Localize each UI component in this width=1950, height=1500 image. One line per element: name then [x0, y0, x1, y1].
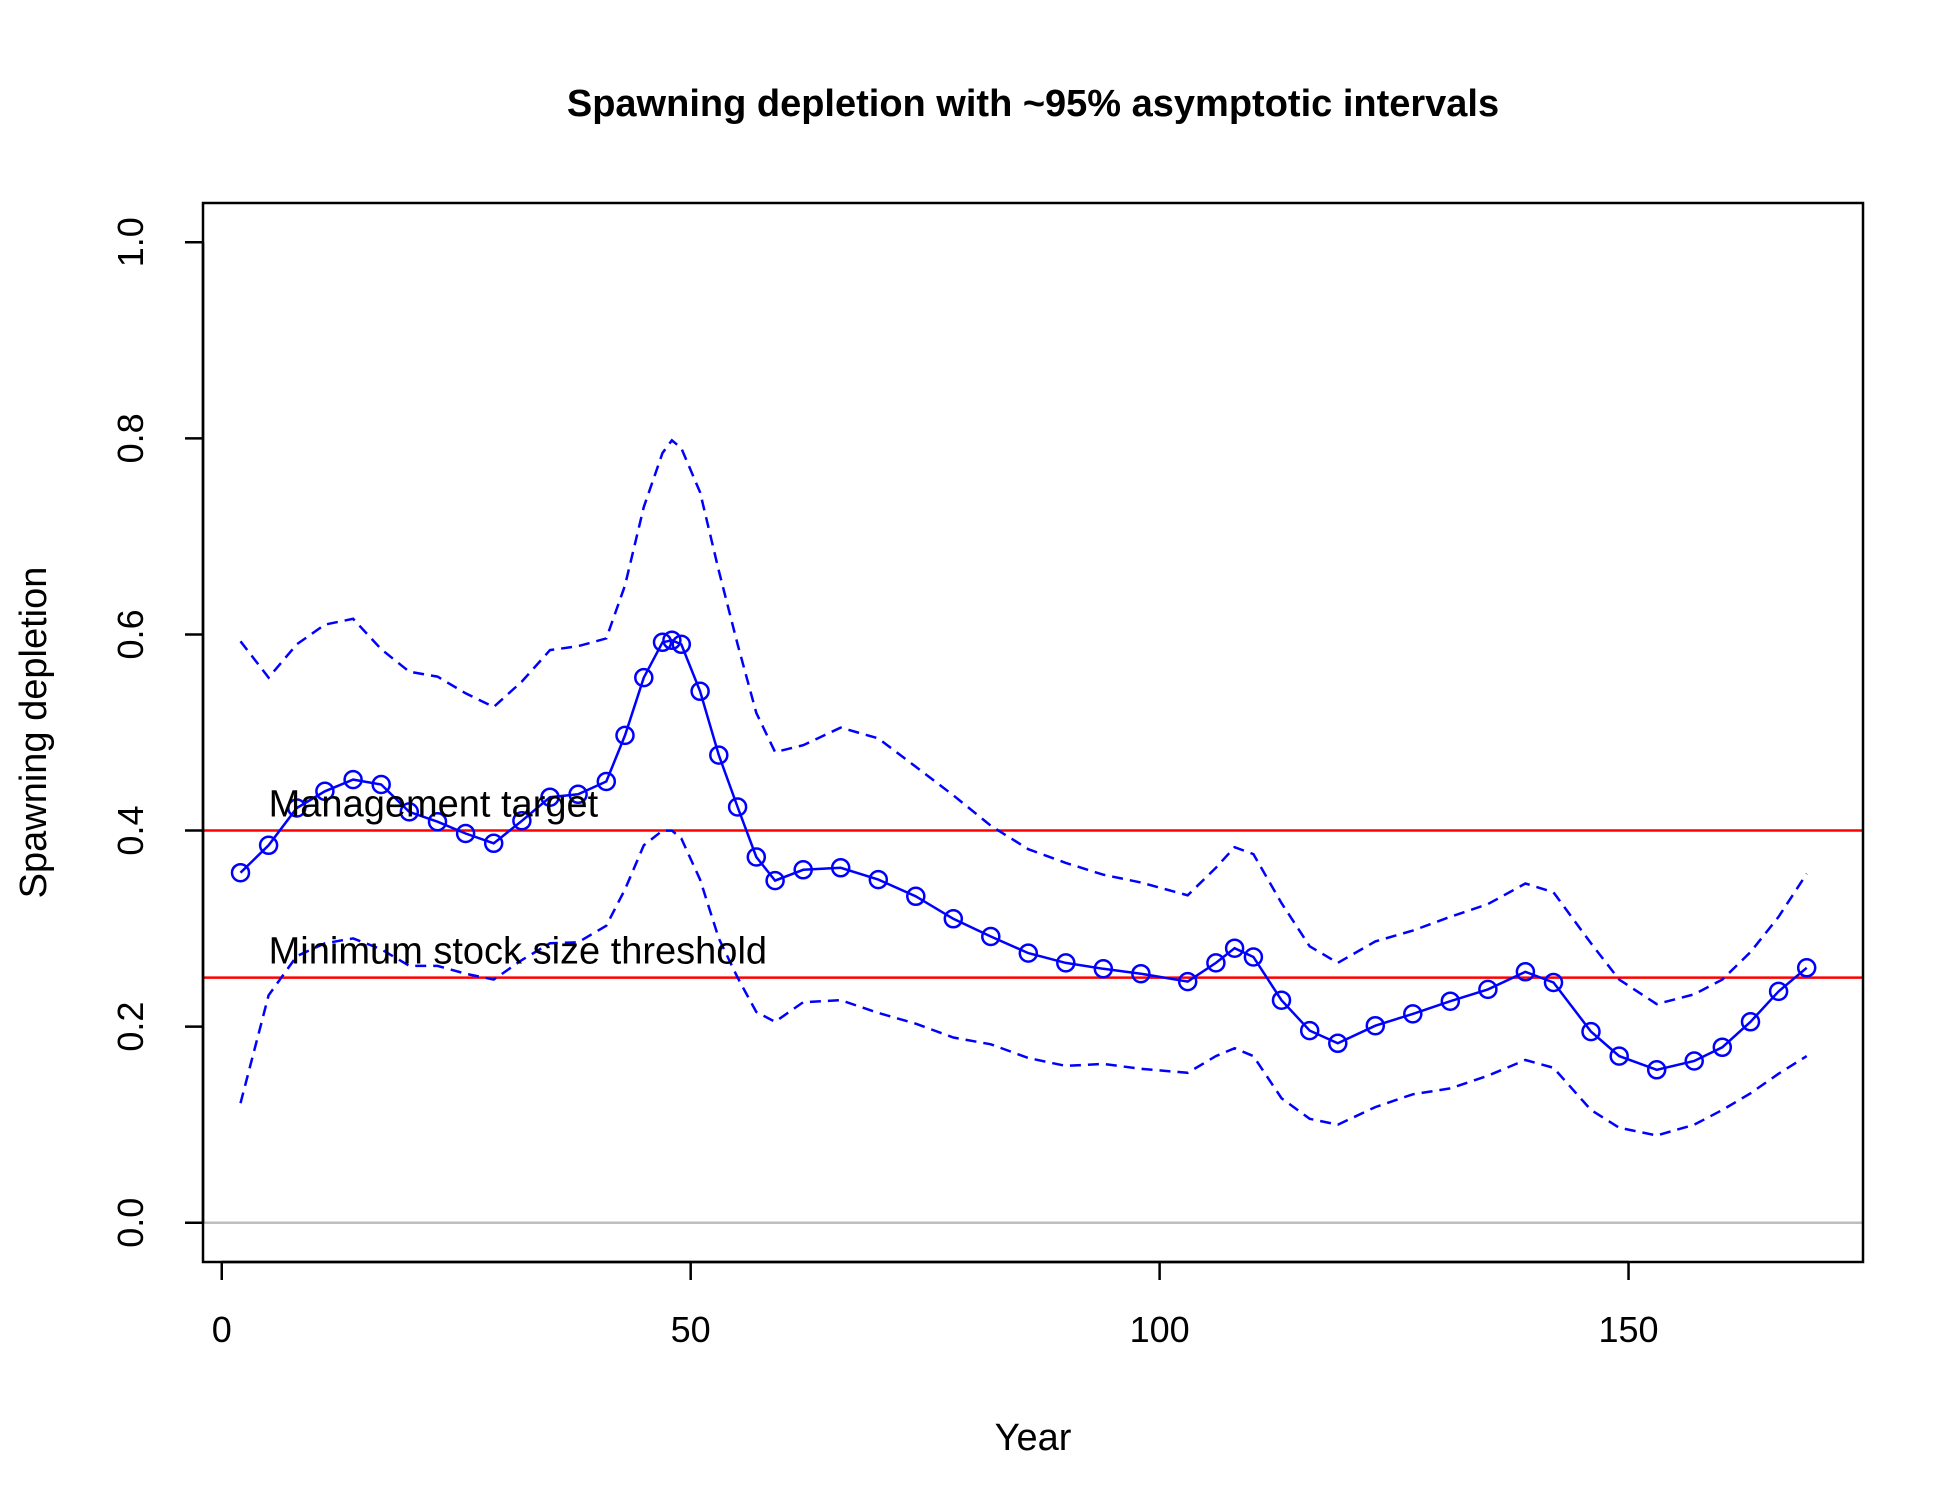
data-point	[540, 787, 560, 807]
data-point	[1018, 943, 1039, 963]
y-tick-label: 0.2	[110, 1002, 151, 1052]
data-point	[615, 725, 635, 746]
data-point	[868, 869, 889, 890]
data-point	[1206, 953, 1226, 973]
data-point	[258, 835, 279, 856]
data-point	[793, 860, 813, 880]
data-point	[634, 667, 654, 688]
data-point	[1328, 1033, 1348, 1054]
data-point	[1478, 979, 1498, 1000]
x-axis-label: Year	[995, 1417, 1072, 1459]
data-point	[765, 870, 785, 891]
data-point	[1224, 938, 1245, 958]
data-point	[1177, 971, 1198, 992]
data-point	[1740, 1012, 1761, 1032]
data-point	[1056, 953, 1076, 973]
x-tick-label: 150	[1598, 1309, 1658, 1350]
data-point	[1093, 959, 1114, 979]
data-point	[1646, 1060, 1667, 1080]
data-point	[399, 802, 420, 822]
data-point	[662, 630, 682, 651]
interval-lines	[239, 438, 1808, 1137]
data-point	[1403, 1004, 1423, 1024]
data-point	[455, 823, 476, 844]
y-tick-label: 0.6	[110, 609, 151, 659]
data-point	[1712, 1037, 1733, 1058]
data-point	[343, 769, 363, 790]
data-point	[568, 784, 588, 805]
y-tick-label: 0.4	[110, 806, 151, 856]
reference-line-label: Management target	[269, 784, 599, 826]
data-point	[287, 798, 307, 818]
data-point	[1768, 981, 1789, 1002]
data-point	[981, 926, 1001, 947]
y-tick-label: 0.0	[110, 1198, 151, 1248]
data-point	[1440, 991, 1461, 1011]
x-tick-label: 50	[671, 1309, 711, 1350]
data-point	[371, 774, 391, 795]
data-point	[1299, 1020, 1320, 1041]
data-point	[690, 681, 710, 702]
data-point	[230, 862, 251, 883]
data-point	[1131, 963, 1151, 984]
data-point	[1271, 990, 1292, 1010]
data-point	[830, 858, 851, 878]
data-point	[1543, 972, 1564, 993]
x-tick-label: 100	[1130, 1309, 1190, 1350]
data-point	[1796, 958, 1817, 978]
data-point	[727, 797, 748, 817]
data-point	[483, 833, 504, 854]
chart-title: Spawning depletion with ~95% asymptotic …	[567, 83, 1499, 125]
plot-frame	[201, 201, 1865, 1264]
data-point	[746, 847, 767, 867]
data-point	[652, 632, 673, 653]
data-point	[1581, 1021, 1601, 1042]
y-tick-label: 1.0	[110, 217, 151, 267]
data-point	[1365, 1015, 1386, 1036]
series-line	[239, 638, 1808, 1072]
data-point	[596, 771, 617, 792]
data-point	[512, 811, 532, 831]
y-axis: 0.0 0.2 0.4 0.6 0.8 1.0	[110, 217, 205, 1248]
data-point	[1609, 1046, 1629, 1066]
interval-line	[239, 829, 1808, 1137]
series-layer	[230, 630, 1817, 1080]
reference-labels: Management target Minimum stock size thre…	[269, 784, 767, 973]
data-point	[671, 634, 692, 655]
data-point	[1684, 1051, 1704, 1071]
data-point	[315, 781, 335, 802]
y-tick-label: 0.8	[110, 413, 151, 463]
data-point	[906, 886, 926, 907]
reference-lines	[203, 829, 1863, 979]
x-tick-label: 0	[212, 1309, 232, 1350]
x-axis: 0 50 100 150	[212, 1260, 1659, 1350]
y-axis-label: Spawning depletion	[13, 567, 55, 899]
data-point	[427, 811, 448, 832]
data-point	[709, 745, 729, 765]
reference-line-label: Minimum stock size threshold	[269, 931, 767, 973]
data-point	[943, 909, 964, 929]
data-point	[1515, 962, 1536, 982]
data-point	[1243, 947, 1264, 967]
interval-line	[239, 438, 1808, 1006]
